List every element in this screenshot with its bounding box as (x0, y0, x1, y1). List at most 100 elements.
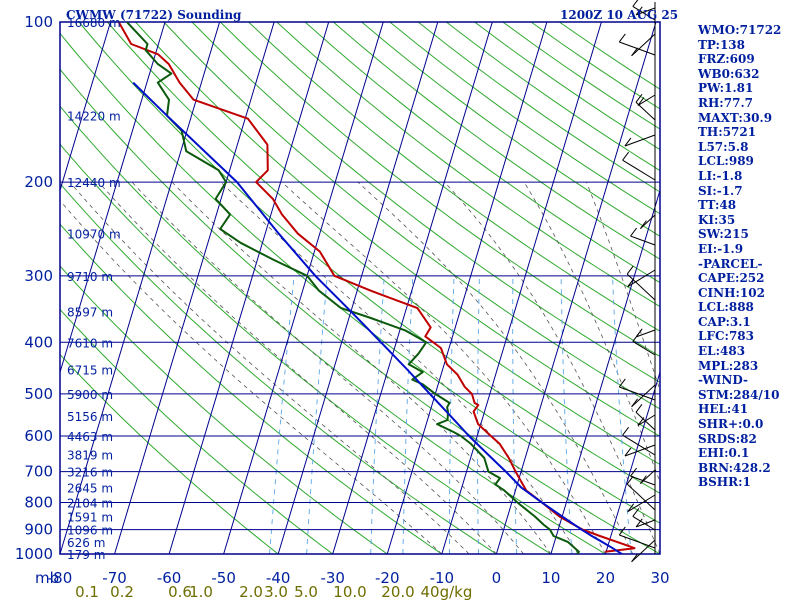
isotherm (168, 22, 330, 554)
index-item: WB0:632 (698, 66, 760, 81)
isotherm (277, 22, 439, 554)
wind-barb (630, 235, 656, 246)
wind-barb-feather (630, 227, 637, 237)
wind-barb-feather (624, 447, 632, 457)
height-label: 16680 m (67, 16, 121, 30)
isotherms (60, 22, 660, 554)
mixing-ratio-label: g/kg (440, 583, 473, 600)
moist-adiabat (523, 181, 660, 483)
height-label: 5156 m (67, 410, 113, 424)
index-item: BSHR:1 (698, 475, 751, 490)
pressure-tick-label: 900 (24, 521, 53, 539)
station-title: CWMW (71722) Sounding (66, 8, 242, 22)
index-item: TT:48 (698, 198, 737, 213)
isotherm (495, 22, 657, 554)
wind-barb (622, 159, 656, 181)
wind-barb-feather (622, 426, 630, 436)
index-item: CAP:3.1 (698, 314, 751, 329)
height-label: 3216 m (67, 466, 113, 480)
parcel-trace (132, 81, 623, 554)
mixing-ratio-label: 20.0 (381, 583, 414, 600)
wind-barb-feather (637, 97, 645, 106)
temperature-tick-label: 10 (541, 569, 560, 587)
temperature-tick-label: 20 (596, 569, 615, 587)
moist-adiabat (131, 181, 524, 554)
index-item: LI:-1.8 (698, 168, 743, 183)
temperature-tick-label: -80 (48, 569, 73, 587)
moist-adiabat (171, 181, 552, 554)
pressure-tick-label: 800 (24, 493, 53, 511)
wind-barb (631, 539, 656, 563)
mixing-ratio-lines (269, 275, 632, 554)
height-label: 7610 m (67, 336, 113, 350)
dry-adiabat (276, 22, 660, 308)
pressure-tick-label: 600 (24, 427, 53, 445)
height-label: 2645 m (67, 482, 113, 496)
wind-barb (626, 483, 656, 511)
wind-barb-feather (618, 33, 626, 43)
height-label: 179 m (67, 548, 105, 562)
index-item: SHR+:0.0 (698, 417, 764, 432)
index-item: HEL:41 (698, 402, 749, 417)
isotherm (60, 22, 221, 554)
temperature-tick-label: -50 (211, 569, 236, 587)
dry-adiabat (361, 22, 660, 237)
isotherm (604, 370, 660, 554)
wind-barb (632, 5, 656, 21)
index-item: EL:483 (698, 344, 746, 359)
wind-barb-feather (627, 278, 635, 288)
pressure-tick-label: 100 (24, 13, 53, 31)
dry-adiabat (106, 22, 660, 466)
pressure-unit-label: mb (35, 569, 59, 587)
dry-adiabat (60, 32, 660, 524)
wind-barb-feather (635, 403, 643, 413)
height-label: 1096 m (67, 524, 113, 538)
wind-barbs (618, 0, 656, 563)
dry-adiabat (219, 22, 660, 358)
wind-barb-feather (635, 93, 643, 103)
plot-frame (59, 21, 661, 555)
wind-barb (624, 444, 656, 457)
wind-barb (636, 519, 656, 528)
height-label: 8597 m (67, 305, 113, 319)
mixing-ratio-line (477, 275, 480, 554)
wind-barb (640, 469, 656, 484)
dry-adiabat (135, 22, 660, 437)
index-item: LCL:888 (698, 300, 754, 315)
isotherm (441, 22, 602, 554)
dry-adiabat (191, 22, 660, 383)
mixing-ratio-label: 0.6 (168, 583, 192, 600)
index-item: L57:5.8 (698, 139, 749, 154)
wind-barb (640, 214, 656, 229)
moist-adiabat (357, 181, 634, 554)
index-item: TP:138 (698, 37, 746, 52)
wind-barb (627, 494, 656, 513)
dry-adiabat (248, 22, 660, 332)
mixing-ratio-label: 5.0 (294, 583, 318, 600)
wind-barb (624, 134, 656, 147)
height-label: 3819 m (67, 448, 113, 462)
wind-barb (635, 101, 656, 121)
index-item: -WIND- (698, 373, 748, 388)
wind-barb-feather (626, 475, 634, 485)
wind-barb (619, 41, 656, 56)
dry-adiabat (60, 182, 497, 554)
wind-barb (636, 7, 656, 16)
moist-adiabat (586, 181, 660, 392)
moist-adiabat (98, 181, 497, 554)
temperature-tick-label: -10 (430, 569, 455, 587)
temperature-tick-label: -70 (102, 569, 127, 587)
isotherm (550, 188, 660, 554)
temperature-tick-label: -60 (157, 569, 182, 587)
index-item: LFC:783 (698, 329, 754, 344)
dry-adiabat (163, 22, 660, 410)
height-label: 9710 m (67, 270, 113, 284)
mixing-ratio-label: 1.0 (189, 583, 213, 600)
isotherm (223, 22, 384, 554)
wind-barb-feather (632, 508, 640, 517)
height-label: 10970 m (67, 228, 121, 242)
wind-barb (622, 434, 656, 456)
height-label: 4463 m (67, 430, 113, 444)
height-label: 6715 m (67, 364, 113, 378)
index-item: SRDS:82 (698, 431, 757, 446)
